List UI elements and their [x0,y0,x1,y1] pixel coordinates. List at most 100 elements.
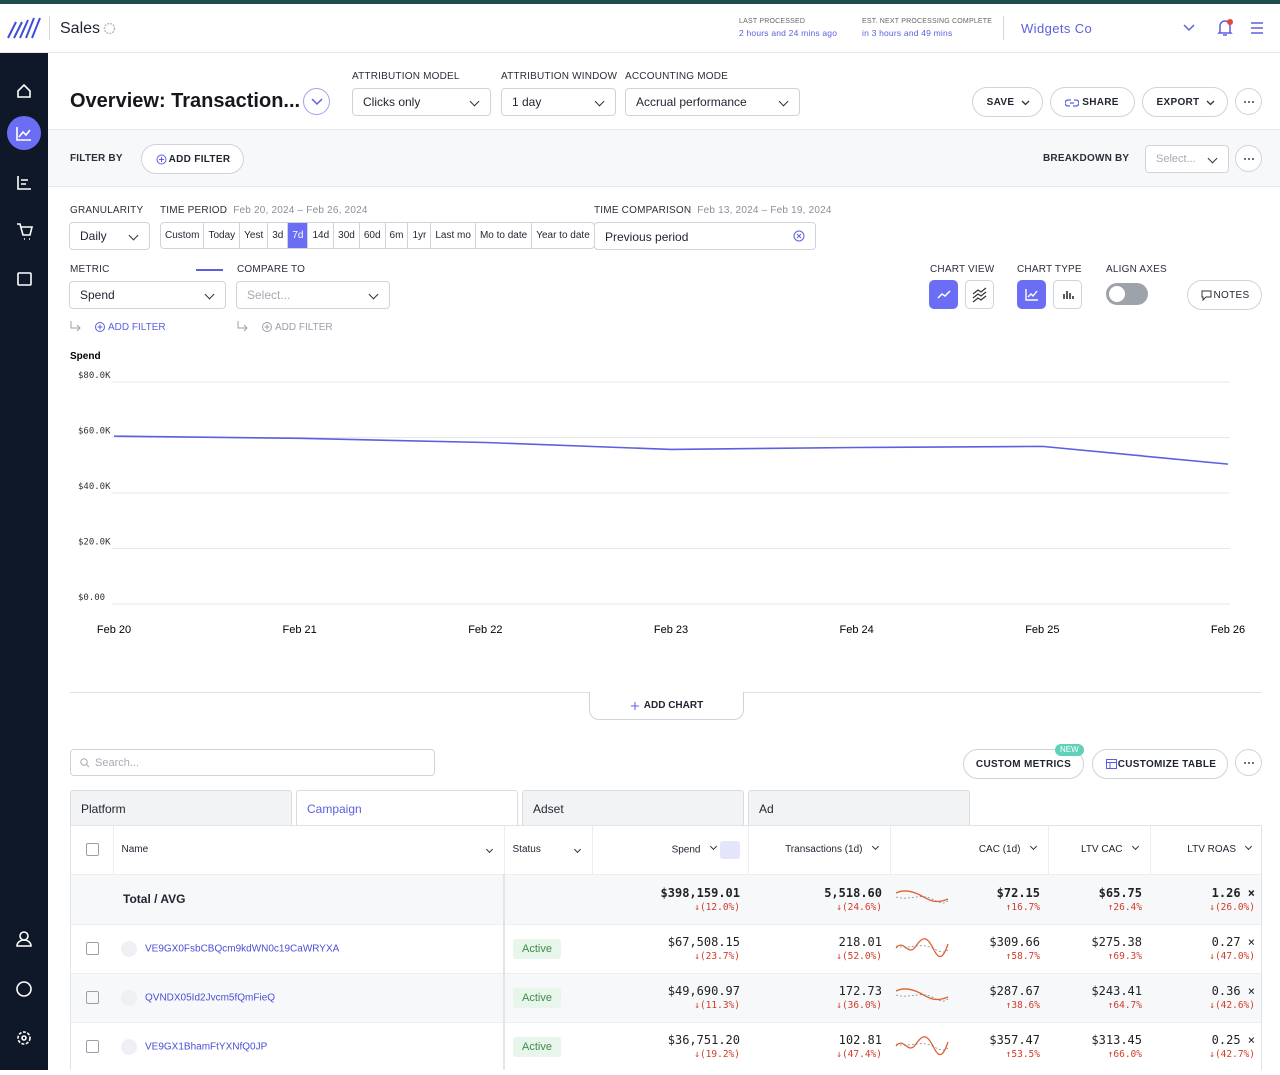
campaign-name[interactable]: VE9GX1BhamFtYXNfQ0JP [145,1041,268,1053]
search-input[interactable]: Search... [70,749,435,776]
column-title[interactable]: LTV ROAS [1187,844,1236,856]
campaign-row: VE9GX1BhamFtYXNfQ0JP Active $36,751.20 ↓(19… [71,1022,1261,1070]
chart-type-bar[interactable] [1053,280,1082,309]
title-dropdown[interactable] [303,88,330,115]
column-title[interactable]: CAC (1d) [978,844,1021,856]
breakdown-select[interactable]: Select... [1145,145,1229,173]
row-checkbox[interactable] [86,1040,99,1053]
compare-add-filter[interactable]: ADD FILTER [275,322,333,333]
period-button[interactable]: Mo to date [474,223,531,248]
column-title[interactable]: Name [121,844,149,856]
compare-select[interactable]: Select... [236,281,390,309]
add-filter-button[interactable]: ADD FILTER [141,144,244,174]
metric-select[interactable]: Spend [69,281,226,309]
image-icon[interactable] [17,272,32,286]
metric-line-key [196,269,223,271]
row-checkbox[interactable] [86,942,99,955]
period-button[interactable]: Custom [165,230,200,241]
header-row: Name Status Spend Transactions (1d) CAC (1d)… [71,826,1261,875]
period-button[interactable]: 30d [333,223,359,248]
attribution-window-select[interactable]: 1 day [501,88,616,116]
add-chart-button[interactable]: ADD CHART [589,692,744,720]
customize-table-button[interactable]: CUSTOMIZE TABLE [1092,749,1228,779]
cart-icon[interactable] [17,223,34,240]
sort-indicator[interactable] [719,840,740,859]
y-tick-label: $20.0K [78,538,111,548]
column-title[interactable]: Spend [671,844,701,856]
user-icon[interactable] [19,931,29,941]
period-button[interactable]: Yest [239,223,267,248]
home-icon[interactable] [17,83,31,98]
granularity-select[interactable]: Daily [69,222,150,250]
chart-icon[interactable] [16,127,31,141]
metric-value: $309.66 [989,935,1040,949]
row-check [71,924,113,974]
metric-add-filter[interactable]: ADD FILTER [108,322,166,333]
period-button[interactable]: 14d [307,223,333,248]
time-comparison-select[interactable]: Previous period [594,222,816,250]
table-tab[interactable]: Platform [70,790,292,825]
align-axes-toggle[interactable] [1106,283,1148,305]
notes-button[interactable]: NOTES [1187,280,1262,310]
attribution-window-label: ATTRIBUTION WINDOW [501,71,618,82]
notes-text: NOTES [1213,289,1250,301]
menu-icon[interactable] [1250,21,1264,35]
total-status [504,874,592,925]
chart-type-line[interactable] [1017,280,1046,309]
table-tab[interactable]: Campaign [296,790,518,825]
report-icon[interactable] [17,176,31,190]
total-label: Total / AVG [113,874,505,925]
period-button[interactable]: Today [203,223,239,248]
settings-nav-icon[interactable] [17,1031,31,1045]
column-menu[interactable] [709,843,717,851]
column-menu[interactable] [573,846,581,854]
x-tick-label: Feb 23 [654,624,688,636]
attribution-model-select[interactable]: Clicks only [352,88,491,116]
campaign-name[interactable]: QVNDX05Id2Jvcm5fQmFieQ [145,992,276,1004]
metric-value: $275.38 [1091,935,1142,949]
column-menu[interactable] [871,843,879,851]
chart-view-single[interactable] [929,280,958,309]
column-menu[interactable] [485,846,493,854]
period-button[interactable]: 7d [287,223,308,248]
share-text: SHARE [1082,96,1119,108]
chart-view-multi[interactable] [965,280,994,309]
accounting-mode-label: ACCOUNTING MODE [625,71,728,82]
table-tab[interactable]: Adset [522,790,744,825]
accounting-mode-select[interactable]: Accrual performance [625,88,800,116]
table-more[interactable] [1235,749,1262,776]
row-checkbox[interactable] [86,991,99,1004]
account-name[interactable]: Widgets Co [1021,21,1093,36]
column-menu[interactable] [1131,843,1139,851]
metric-cell: $65.75 ↑26.4% [1048,874,1150,925]
breakdown-more[interactable] [1235,145,1262,172]
export-button[interactable]: EXPORT [1142,87,1228,117]
last-processed-label: LAST PROCESSED [739,18,806,25]
next-processing: in 3 hours and 49 mins [862,28,953,38]
notifications-icon[interactable] [1216,18,1234,38]
period-button[interactable]: 1yr [407,223,430,248]
column-title[interactable]: Transactions (1d) [785,844,863,856]
table-frame: Name Status Spend Transactions (1d) CAC (1d)… [70,825,1262,1070]
column-menu[interactable] [1244,843,1253,851]
column-menu[interactable] [1029,843,1037,851]
more-button[interactable] [1235,88,1262,115]
period-button[interactable]: Last mo [430,223,475,248]
account-chevron[interactable] [1182,23,1196,33]
settings-icon[interactable] [103,22,116,35]
metric-change: ↓(26.0%) [1209,901,1255,913]
report-title: Overview: Transaction... [70,90,301,112]
campaign-name[interactable]: VE9GX0FsbCBQcm9kdWN0c19CaWRYXA [145,943,340,955]
column-title[interactable]: Status [512,844,541,856]
period-button[interactable]: 6m [384,223,408,248]
period-button[interactable]: 60d [358,223,385,248]
column-title[interactable]: LTV CAC [1081,844,1123,856]
row-checkbox[interactable] [86,843,99,857]
status-cell: Active [504,924,592,974]
save-button[interactable]: SAVE [972,87,1043,117]
period-button[interactable]: Year to date [531,223,594,248]
help-icon[interactable] [16,981,32,997]
table-tab[interactable]: Ad [748,790,970,825]
period-button[interactable]: 3d [267,223,287,248]
share-button[interactable]: SHARE [1050,87,1135,117]
